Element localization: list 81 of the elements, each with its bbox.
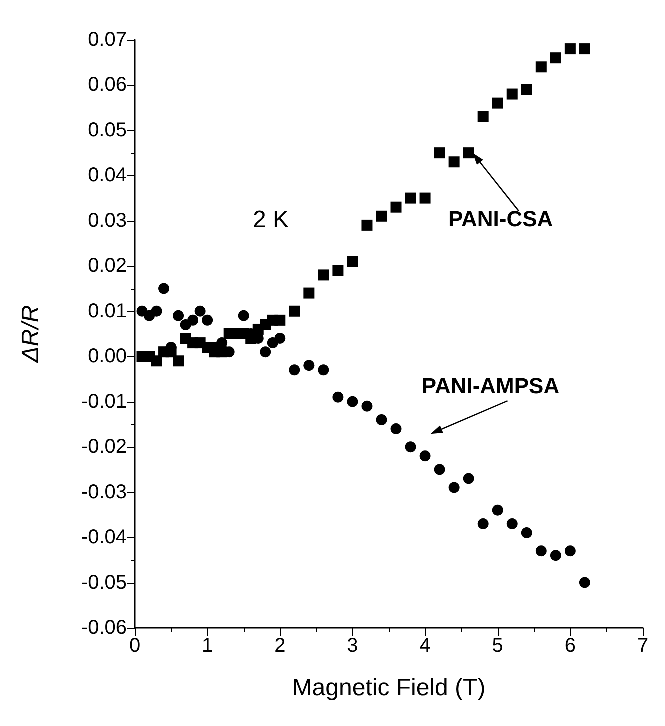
point [289,306,300,317]
point [492,504,504,516]
y-tick-label: 0.03 [88,210,127,232]
point [304,288,315,299]
y-tick-label: 0.00 [88,346,127,368]
point [536,62,547,73]
x-tick-label: 1 [202,635,214,657]
point [390,202,402,213]
point [151,306,162,317]
point [564,546,576,557]
y-tick-label: 0.05 [88,119,127,142]
point [318,270,330,281]
point [506,88,518,100]
x-tick-label: 0 [129,635,141,657]
y-tick-label: -0.05 [81,572,127,594]
point [173,356,184,367]
x-tick-label: 6 [564,635,576,657]
x-tick-label: 2 [274,635,286,657]
point [260,346,272,358]
point [492,98,504,109]
point [448,156,460,168]
point [478,111,489,122]
point [188,314,199,326]
point [274,333,286,344]
annotation: 2 K [253,206,290,234]
point [463,473,474,484]
point [434,464,446,476]
point [376,414,388,426]
point [434,148,446,159]
point [332,265,344,276]
point [202,314,214,326]
point [506,518,518,530]
point [274,314,286,326]
point [564,44,576,55]
point [448,482,460,494]
y-tick-label: -0.03 [81,481,127,504]
point [521,84,532,96]
point [304,360,315,372]
y-tick-label: -0.01 [81,390,127,413]
point [194,306,206,317]
y-tick-label: 0.06 [88,74,127,96]
x-tick-label: 5 [492,635,504,657]
x-tick-label: 4 [420,635,431,657]
x-tick-label: 7 [637,635,649,657]
annotation: PANI-AMPSA [422,374,560,399]
point [238,310,250,322]
point [579,577,590,588]
point [362,400,373,412]
point [158,283,170,294]
point [420,192,431,204]
point [550,52,562,64]
x-axis-title: Magnetic Field (T) [292,674,486,702]
y-tick-label: 0.01 [88,300,127,322]
point [362,220,373,231]
point [318,364,330,376]
y-tick-label: -0.02 [81,436,127,458]
point [332,392,344,403]
point [173,310,184,322]
x-tick-label: 3 [347,635,358,657]
y-tick-label: 0.07 [88,29,127,51]
y-tick-label: -0.04 [81,526,127,549]
point [347,396,358,408]
point [420,450,431,462]
point [550,550,562,562]
point [347,256,358,268]
point [289,364,300,376]
point [151,356,162,367]
point [376,210,388,222]
annotation: PANI-CSA [448,206,554,232]
point [521,528,532,539]
point [405,442,416,453]
y-axis-title: ΔR/R [18,305,44,364]
point [478,518,489,530]
point [390,423,402,434]
y-tick-label: -0.06 [81,617,127,639]
point [579,44,590,55]
y-tick-label: 0.02 [88,255,127,278]
point [463,148,474,159]
y-tick-label: 0.04 [88,164,127,187]
point [536,546,547,557]
point [405,192,416,204]
